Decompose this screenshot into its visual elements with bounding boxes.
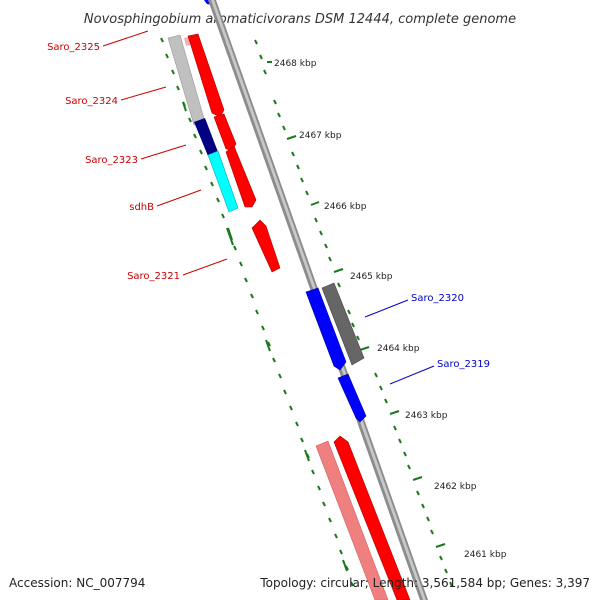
leader-line — [182, 258, 228, 276]
leader-line — [364, 299, 409, 318]
scale-label: 2462 kbp — [434, 482, 477, 492]
gene-red-long — [333, 435, 411, 600]
gene-saro-2321 — [251, 219, 281, 273]
gene-saro-2324 — [187, 33, 225, 118]
gene-labels: Saro_2325 Saro_2324 Saro_2323 sdhB Saro_… — [47, 42, 490, 370]
gene-features — [167, 33, 411, 600]
scale-labels: 2468 kbp 2467 kbp 2466 kbp 2465 kbp 2464… — [274, 59, 507, 560]
gene-pink-long — [315, 440, 389, 600]
gene-label[interactable]: Saro_2321 — [127, 271, 180, 282]
scale-label: 2466 kbp — [324, 202, 367, 212]
gene-label[interactable]: Saro_2323 — [85, 155, 138, 166]
gene-red-mid — [225, 145, 257, 208]
gene-label[interactable]: Saro_2320 — [411, 293, 464, 304]
inner-tick-track — [160, 37, 354, 587]
gene-sdhb — [207, 150, 239, 213]
leader-line — [156, 189, 202, 207]
scale-label: 2463 kbp — [405, 411, 448, 421]
gene-label[interactable]: Saro_2325 — [47, 42, 100, 53]
gene-saro-2319 — [337, 373, 367, 423]
scale-label: 2468 kbp — [274, 59, 317, 69]
scale-label: 2467 kbp — [299, 131, 342, 141]
gene-saro-2320 — [305, 287, 347, 371]
gene-navy — [194, 118, 218, 156]
leader-line — [120, 86, 167, 101]
accession-text: Accession: NC_007794 — [9, 576, 145, 590]
gene-label[interactable]: sdhB — [129, 202, 154, 213]
scale-label: 2465 kbp — [350, 272, 393, 282]
gene-dark-gray — [321, 282, 365, 366]
scale-label: 2461 kbp — [464, 550, 507, 560]
leader-line — [140, 144, 187, 160]
map-title: Novosphingobium aromaticivorans DSM 1244… — [84, 12, 516, 27]
leader-line — [389, 365, 435, 385]
scale-label: 2464 kbp — [377, 344, 420, 354]
outer-tick-track — [254, 39, 453, 587]
genome-summary-text: Topology: circular; Length: 3,561,584 bp… — [259, 576, 590, 590]
gene-saro-2323 — [213, 113, 237, 151]
gene-label[interactable]: Saro_2324 — [65, 96, 118, 107]
leader-line — [102, 30, 149, 47]
gene-label[interactable]: Saro_2319 — [437, 359, 490, 370]
